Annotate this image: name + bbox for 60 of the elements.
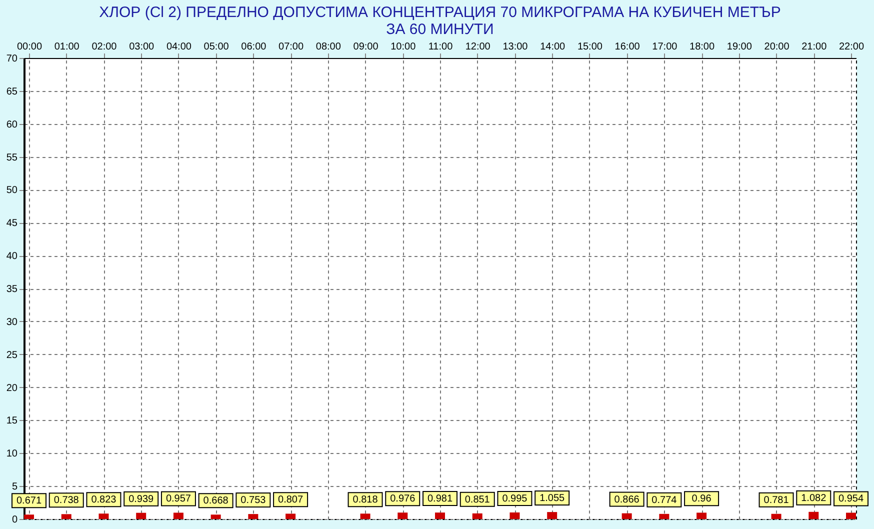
data-label: 0.96 (692, 494, 712, 505)
y-tick-label: 5 (12, 482, 18, 493)
x-tick-label: 05:00 (204, 42, 230, 52)
x-tick-label: 19:00 (726, 42, 752, 52)
text: ХЛОР (Cl 2) ПРЕДЕЛНО ДОПУСТИМА КОНЦЕНТРАЦИЯ 70 МИКРОГРАМА НА КУБИЧЕН МЕТЪР (99, 4, 781, 21)
x-tick-label: 01:00 (54, 42, 80, 52)
y-tick-label: 65 (6, 86, 18, 98)
x-tick-label: 18:00 (690, 42, 715, 52)
y-tick-label: 35 (6, 284, 18, 295)
x-tick-label: 17:00 (652, 42, 678, 52)
data-label: 0.851 (464, 494, 490, 506)
x-tick-label: 15:00 (577, 42, 603, 52)
data-label: 0.668 (203, 496, 229, 507)
x-tick-label: 12:00 (465, 42, 491, 52)
x-tick-label: 00:00 (16, 42, 42, 52)
y-tick-label: 25 (6, 350, 18, 361)
x-tick-label: 04:00 (166, 42, 192, 52)
data-label: 1.082 (801, 492, 827, 504)
data-label: 0.671 (16, 496, 42, 507)
y-tick-label: 10 (6, 448, 18, 460)
data-label: 0.823 (91, 494, 117, 506)
data-label: 0.807 (278, 494, 304, 506)
x-tick-label: 11:00 (428, 42, 454, 52)
x-tick-label: 16:00 (614, 42, 640, 52)
data-label: 1.055 (540, 493, 566, 504)
data-label: 0.753 (240, 495, 266, 506)
y-tick-label: 55 (6, 152, 18, 164)
x-tick-label: 10:00 (390, 42, 416, 52)
x-tick-label: 07:00 (278, 42, 304, 52)
x-tick-label: 06:00 (241, 42, 267, 52)
y-tick-label: 30 (6, 316, 18, 328)
y-tick-label: 40 (6, 251, 18, 262)
x-tick-label: 03:00 (129, 42, 155, 52)
data-label: 0.957 (166, 494, 192, 505)
data-label: 0.995 (502, 493, 528, 504)
y-tick-label: 15 (6, 416, 18, 427)
y-tick-label: 50 (6, 185, 18, 196)
data-label: 0.939 (128, 494, 154, 505)
x-tick-label: 08:00 (316, 42, 342, 52)
data-label: 0.981 (427, 494, 453, 505)
data-label: 0.818 (352, 494, 378, 506)
text: ЗА 60 МИНУТИ (386, 21, 494, 38)
data-label: 0.976 (390, 494, 416, 505)
x-tick-label: 20:00 (764, 42, 790, 52)
x-tick-label: 02:00 (92, 42, 118, 52)
y-tick-label: 0 (12, 514, 18, 526)
data-label: 0.866 (614, 494, 640, 506)
x-tick-label: 21:00 (802, 42, 828, 52)
data-label: 0.781 (764, 494, 790, 506)
y-tick-label: 45 (6, 218, 18, 230)
y-tick-label: 60 (6, 119, 18, 130)
x-tick-label: 22:00 (838, 42, 864, 52)
x-tick-label: 14:00 (540, 42, 566, 52)
x-tick-label: 09:00 (353, 42, 379, 52)
y-tick-label: 20 (6, 382, 18, 394)
y-tick-label: 70 (6, 54, 18, 64)
data-label: 0.774 (652, 494, 678, 506)
data-label: 0.954 (838, 494, 864, 505)
data-label: 0.738 (54, 495, 80, 506)
x-tick-label: 13:00 (502, 42, 528, 52)
